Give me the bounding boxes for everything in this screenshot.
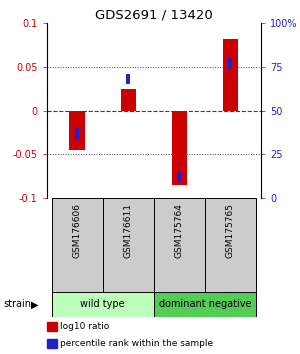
- Bar: [154, 292, 256, 317]
- Title: GDS2691 / 13420: GDS2691 / 13420: [95, 9, 213, 22]
- Bar: [228, 58, 233, 69]
- Bar: [177, 172, 181, 182]
- Text: GSM175764: GSM175764: [175, 203, 184, 258]
- Text: strain: strain: [3, 299, 31, 309]
- Text: GSM175765: GSM175765: [226, 203, 235, 258]
- Bar: [70, 110, 85, 150]
- Text: dominant negative: dominant negative: [159, 299, 251, 309]
- Bar: [126, 74, 130, 84]
- Bar: [223, 39, 238, 110]
- Bar: [52, 292, 154, 317]
- Text: wild type: wild type: [80, 299, 125, 309]
- Bar: [103, 198, 154, 292]
- Text: GSM176611: GSM176611: [124, 203, 133, 258]
- Bar: [75, 128, 79, 139]
- Text: percentile rank within the sample: percentile rank within the sample: [60, 339, 213, 348]
- Bar: [154, 198, 205, 292]
- Bar: [205, 198, 256, 292]
- Text: GSM176606: GSM176606: [73, 203, 82, 258]
- Bar: [172, 110, 187, 185]
- Text: log10 ratio: log10 ratio: [60, 322, 109, 331]
- Text: ▶: ▶: [31, 299, 38, 309]
- Bar: [52, 198, 103, 292]
- Bar: [121, 89, 136, 110]
